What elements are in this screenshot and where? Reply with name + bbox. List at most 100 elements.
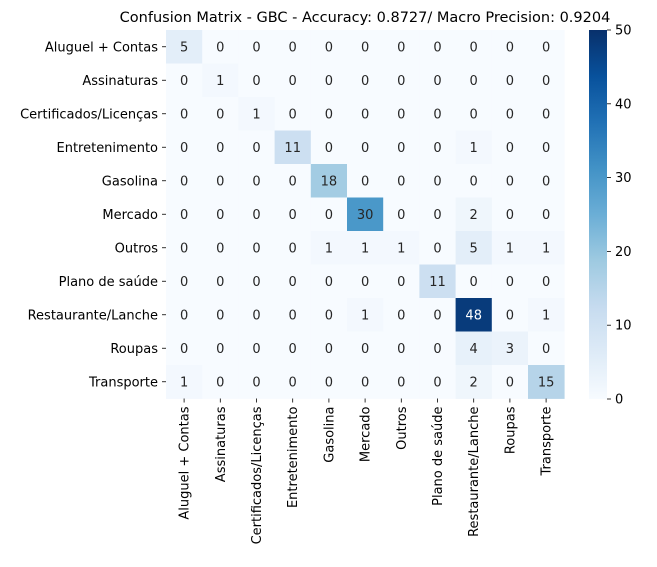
- colorbar-tick-label: 40: [615, 97, 632, 112]
- cell-value-label: 0: [180, 308, 188, 323]
- heatmap-cell: [347, 197, 384, 232]
- cell-value-label: 0: [397, 141, 405, 156]
- heatmap-cell: [238, 130, 275, 165]
- colorbar-tick-label: 30: [615, 171, 632, 186]
- heatmap-cell: [202, 164, 239, 198]
- heatmap-cell: [528, 30, 565, 64]
- cell-value-label: 0: [289, 241, 297, 256]
- cell-value-label: 0: [216, 40, 224, 55]
- cell-value-label: 48: [465, 308, 482, 323]
- cell-value-label: 2: [470, 375, 478, 390]
- cell-value-label: 0: [325, 141, 333, 156]
- cell-value-label: 0: [252, 241, 260, 256]
- heatmap-cell: [238, 30, 275, 64]
- cell-value-label: 0: [180, 74, 188, 89]
- cell-value-label: 0: [433, 375, 441, 390]
- cell-value-label: 0: [397, 74, 405, 89]
- cell-value-label: 1: [397, 241, 405, 256]
- x-tick-label: Aluguel + Contas: [178, 406, 193, 519]
- heatmap-cell: [274, 298, 312, 332]
- cell-value-label: 0: [289, 342, 297, 357]
- heatmap-cell: [383, 97, 420, 131]
- heatmap-cell: [166, 365, 203, 399]
- heatmap-cell: [455, 63, 493, 98]
- cell-value-label: 0: [361, 174, 369, 189]
- heatmap-cell: [310, 264, 348, 299]
- cell-value-label: 0: [216, 342, 224, 357]
- cell-value-label: 0: [289, 275, 297, 290]
- heatmap-cell: [274, 63, 312, 98]
- heatmap-cell: [238, 231, 275, 265]
- heatmap-cell: [166, 63, 203, 98]
- cell-value-label: 1: [180, 375, 188, 390]
- cell-value-label: 0: [216, 107, 224, 122]
- cell-value-label: 0: [470, 40, 478, 55]
- cell-value-label: 0: [506, 74, 514, 89]
- heatmap-grid: 5 0 0 0 0 0 0 0 0 0 00 1 0 0 0 0 0 0 0 0 00 0 1 0 0 0 0 0 0 0 00 0 0 11 0 0…: [166, 30, 565, 399]
- cell-value-label: 0: [397, 208, 405, 223]
- cell-value-label: 0: [506, 107, 514, 122]
- heatmap-cell: [238, 197, 275, 232]
- cell-value-label: 11: [429, 275, 446, 290]
- heatmap-cell: [238, 63, 275, 98]
- heatmap-cell: [274, 231, 312, 265]
- cell-value-label: 0: [506, 174, 514, 189]
- heatmap-cell: [347, 97, 384, 131]
- heatmap-cell: [419, 197, 456, 232]
- y-tick-label: Roupas: [110, 342, 158, 357]
- cell-value-label: 0: [325, 208, 333, 223]
- cell-value-label: 0: [542, 275, 550, 290]
- heatmap-cell: [419, 231, 456, 265]
- cell-value-label: 0: [289, 375, 297, 390]
- cell-value-label: 0: [180, 342, 188, 357]
- cell-value-label: 0: [542, 141, 550, 156]
- cell-value-label: 0: [252, 40, 260, 55]
- colorbar-tick-label: 50: [615, 24, 632, 39]
- cell-value-label: 0: [325, 74, 333, 89]
- heatmap-cell: [491, 63, 529, 98]
- heatmap-cell: [383, 63, 420, 98]
- cell-value-label: 0: [361, 40, 369, 55]
- heatmap-cell: [166, 264, 203, 299]
- heatmap-cell: [238, 365, 275, 399]
- cell-value-label: 0: [506, 375, 514, 390]
- heatmap-cell: [383, 30, 420, 64]
- cell-value-label: 11: [284, 141, 301, 156]
- x-tick-label: Roupas: [503, 406, 518, 454]
- cell-value-label: 0: [542, 74, 550, 89]
- heatmap-cell: [347, 63, 384, 98]
- cell-value-label: 0: [506, 275, 514, 290]
- heatmap-cell: [238, 331, 275, 366]
- heatmap-cell: [383, 231, 420, 265]
- cell-value-label: 4: [470, 342, 478, 357]
- heatmap-cell: [419, 298, 456, 332]
- cell-value-label: 0: [325, 375, 333, 390]
- cell-value-label: 0: [325, 342, 333, 357]
- cell-value-label: 0: [252, 141, 260, 156]
- cell-value-label: 15: [538, 375, 555, 390]
- heatmap-cell: [310, 231, 348, 265]
- heatmap-cell: [202, 30, 239, 64]
- cell-value-label: 0: [397, 107, 405, 122]
- cell-value-label: 0: [506, 40, 514, 55]
- cell-value-label: 1: [506, 241, 514, 256]
- cell-value-label: 0: [252, 308, 260, 323]
- heatmap-cell: [419, 365, 456, 399]
- cell-value-label: 0: [289, 40, 297, 55]
- cell-value-label: 0: [433, 308, 441, 323]
- cell-value-label: 3: [506, 342, 514, 357]
- cell-value-label: 0: [397, 275, 405, 290]
- heatmap-cell: [491, 130, 529, 165]
- heatmap-cell: [455, 231, 493, 265]
- heatmap-cell: [491, 164, 529, 198]
- heatmap-cell: [528, 231, 565, 265]
- heatmap-cell: [274, 264, 312, 299]
- cell-value-label: 1: [542, 308, 550, 323]
- heatmap-cell: [202, 197, 239, 232]
- heatmap-cell: [202, 130, 239, 165]
- cell-value-label: 0: [180, 174, 188, 189]
- y-tick-label: Aluguel + Contas: [45, 40, 158, 55]
- x-tick-label: Transporte: [540, 406, 555, 476]
- heatmap-cell: [274, 331, 312, 366]
- heatmap-cell: [419, 164, 456, 198]
